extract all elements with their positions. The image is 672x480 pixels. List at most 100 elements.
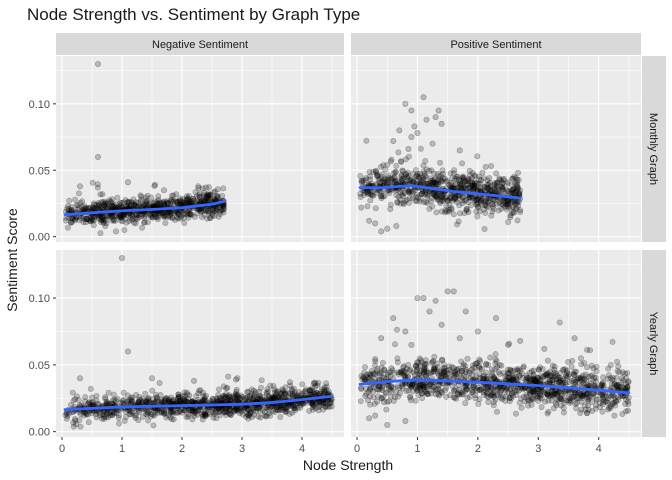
data-point bbox=[528, 401, 535, 408]
data-point bbox=[82, 205, 89, 212]
data-point bbox=[93, 201, 100, 208]
facet-panel bbox=[56, 56, 344, 242]
facet-strip-label: Monthly Graph bbox=[647, 113, 659, 185]
data-point bbox=[511, 199, 518, 206]
data-point bbox=[78, 215, 85, 222]
x-tick-label: 3 bbox=[239, 443, 245, 455]
data-point bbox=[389, 175, 396, 182]
data-point bbox=[605, 395, 612, 402]
data-point bbox=[214, 186, 221, 193]
data-point bbox=[74, 206, 81, 213]
data-point bbox=[97, 204, 104, 211]
data-point bbox=[211, 405, 218, 412]
data-point bbox=[123, 219, 130, 226]
data-point bbox=[510, 175, 517, 182]
data-point bbox=[376, 179, 383, 186]
data-point bbox=[91, 200, 98, 207]
data-point bbox=[273, 403, 280, 410]
data-point bbox=[251, 411, 258, 418]
data-point bbox=[471, 182, 478, 189]
data-point bbox=[357, 190, 364, 197]
data-point bbox=[80, 219, 87, 226]
data-point bbox=[205, 209, 212, 216]
data-point bbox=[95, 202, 102, 209]
data-point bbox=[358, 179, 365, 186]
y-tick-label: 0.10 bbox=[29, 99, 50, 111]
data-point bbox=[135, 212, 142, 219]
data-point bbox=[498, 183, 505, 190]
data-point bbox=[141, 219, 148, 226]
data-point bbox=[76, 204, 83, 211]
data-point bbox=[184, 195, 191, 202]
data-point bbox=[219, 203, 226, 210]
data-point bbox=[183, 193, 190, 200]
data-point bbox=[486, 185, 493, 192]
data-point bbox=[104, 199, 111, 206]
data-point bbox=[83, 216, 90, 223]
data-point bbox=[157, 199, 164, 206]
data-point bbox=[125, 200, 132, 207]
data-point bbox=[544, 357, 551, 364]
data-point bbox=[384, 178, 391, 185]
data-point bbox=[271, 386, 278, 393]
data-point bbox=[299, 381, 306, 388]
data-point bbox=[474, 195, 481, 202]
data-point bbox=[482, 209, 489, 216]
data-point bbox=[100, 216, 107, 223]
data-point bbox=[198, 198, 205, 205]
data-point bbox=[431, 192, 438, 199]
data-point bbox=[427, 179, 434, 186]
data-point bbox=[475, 196, 482, 203]
data-point bbox=[433, 192, 440, 199]
data-point bbox=[117, 213, 124, 220]
data-point bbox=[95, 213, 102, 220]
data-point bbox=[557, 377, 564, 384]
data-point bbox=[206, 191, 213, 198]
data-point bbox=[392, 178, 399, 185]
data-point bbox=[64, 224, 71, 231]
data-point bbox=[459, 200, 466, 207]
data-point bbox=[172, 216, 179, 223]
data-point bbox=[176, 211, 183, 218]
data-point bbox=[424, 390, 431, 397]
data-point bbox=[364, 189, 371, 196]
data-point bbox=[120, 199, 127, 206]
data-point bbox=[621, 384, 628, 391]
data-point bbox=[160, 210, 167, 217]
data-point bbox=[502, 201, 509, 208]
data-point bbox=[476, 185, 483, 192]
data-point bbox=[604, 375, 611, 382]
facet-strip-label: Negative Sentiment bbox=[152, 39, 248, 51]
data-point bbox=[134, 211, 141, 218]
data-point bbox=[120, 389, 127, 396]
data-point bbox=[149, 214, 156, 221]
data-point bbox=[190, 195, 197, 202]
data-point bbox=[136, 394, 143, 401]
data-point bbox=[138, 213, 145, 220]
data-point bbox=[116, 420, 123, 427]
data-point bbox=[168, 394, 175, 401]
data-point bbox=[457, 184, 464, 191]
data-point bbox=[400, 363, 407, 370]
data-point bbox=[98, 216, 105, 223]
data-point bbox=[387, 206, 394, 213]
data-point bbox=[598, 382, 605, 389]
data-point bbox=[168, 192, 175, 199]
data-point-outlier bbox=[408, 341, 415, 348]
facet-panel bbox=[56, 250, 344, 437]
data-point bbox=[530, 367, 537, 374]
data-point bbox=[426, 167, 433, 174]
data-point bbox=[142, 194, 149, 201]
data-point bbox=[194, 198, 201, 205]
data-point bbox=[478, 195, 485, 202]
data-point bbox=[464, 355, 471, 362]
data-point bbox=[366, 169, 373, 176]
data-point bbox=[439, 170, 446, 177]
data-point bbox=[290, 402, 297, 409]
data-point-outlier bbox=[429, 140, 436, 147]
data-point bbox=[81, 202, 88, 209]
data-point bbox=[459, 197, 466, 204]
data-point bbox=[192, 189, 199, 196]
data-point bbox=[175, 210, 182, 217]
data-point bbox=[181, 389, 188, 396]
